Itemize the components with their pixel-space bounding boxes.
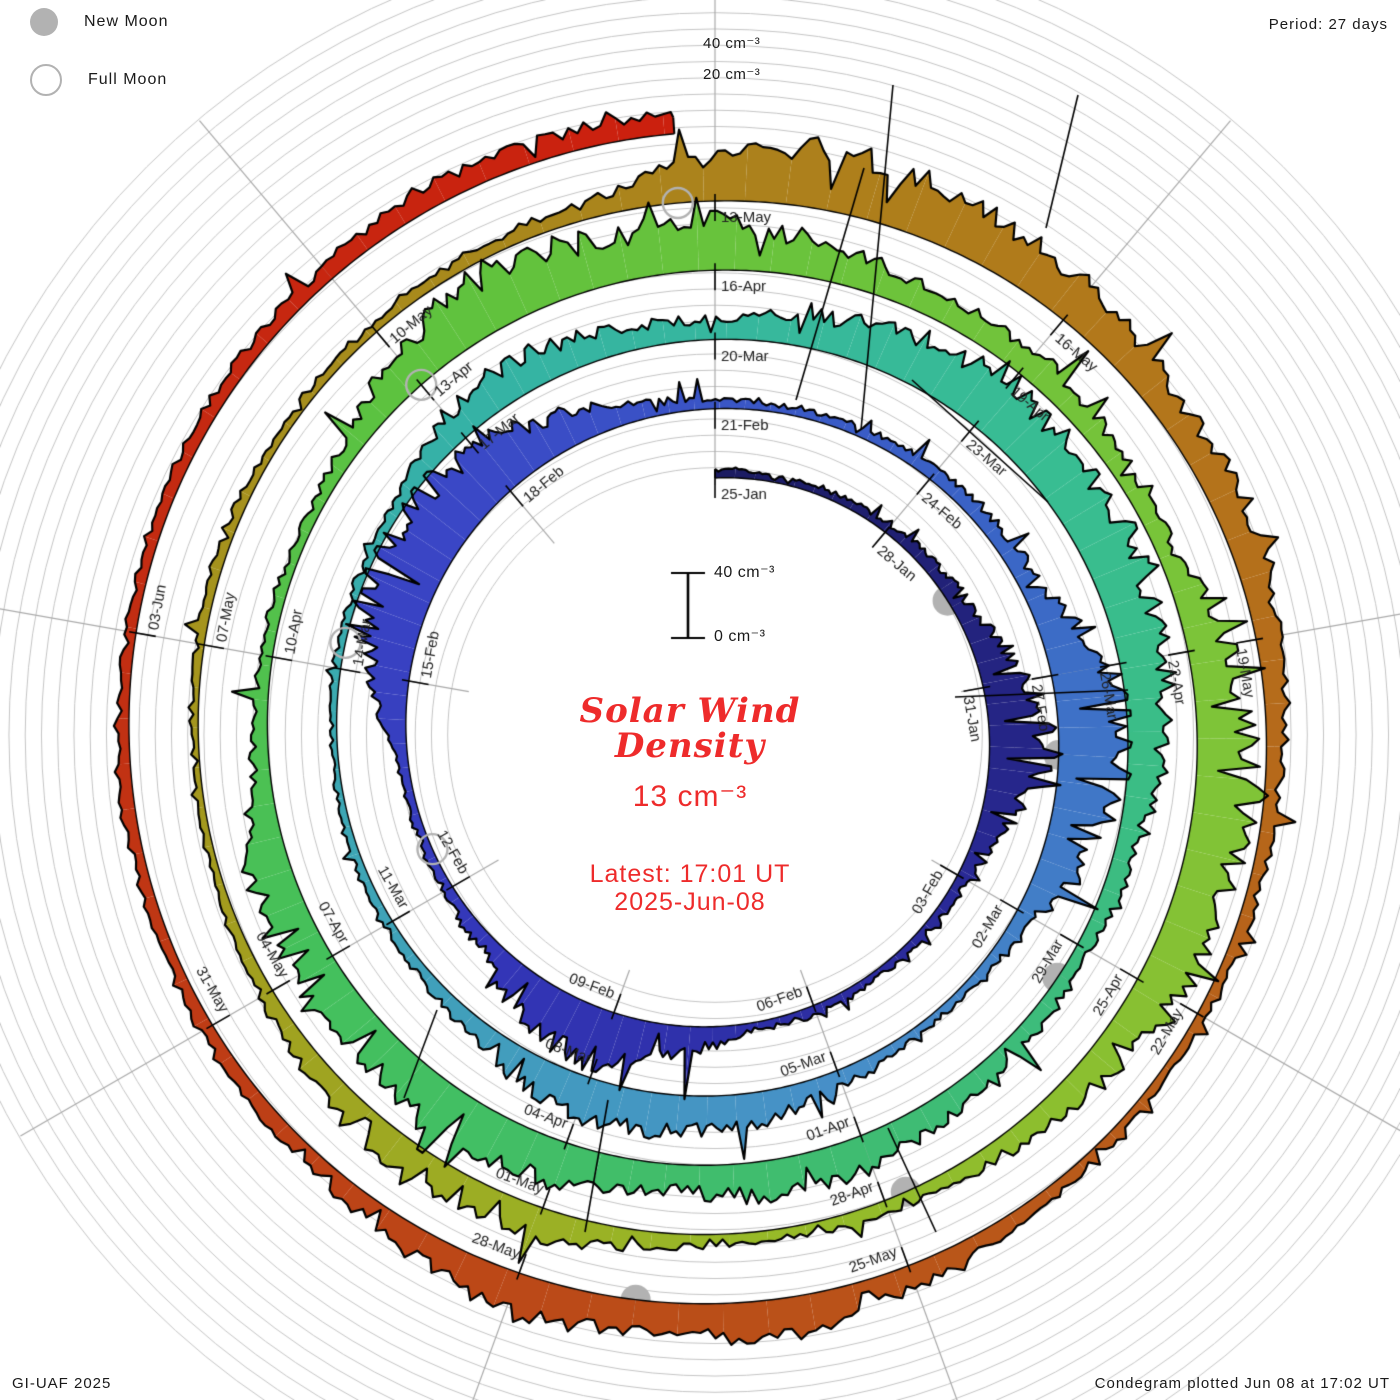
legend-full-moon: Full Moon: [30, 64, 167, 96]
plotted-label: Condegram plotted Jun 08 at 17:02 UT: [1094, 1375, 1390, 1392]
new-moon-icon: [30, 8, 58, 36]
legend-new-moon: New Moon: [30, 8, 168, 36]
current-value: 13 cm⁻³: [632, 780, 748, 813]
latest-readout: Latest: 17:01 UT 2025-Jun-08: [590, 860, 791, 916]
latest-date: 2025-Jun-08: [614, 888, 766, 916]
period-label: Period: 27 days: [1268, 16, 1388, 33]
scale-max-label: 40 cm⁻³: [714, 564, 775, 581]
full-moon-icon: [30, 64, 62, 96]
chart-title-line2: Density: [614, 726, 766, 767]
chart-title-line1: Solar Wind: [579, 691, 801, 731]
scale-min-label: 0 cm⁻³: [714, 628, 766, 645]
chart-title: Solar Wind Density: [579, 691, 801, 767]
ring-label-40: 40 cm⁻³: [703, 35, 761, 52]
ring-label-20: 20 cm⁻³: [703, 66, 761, 83]
latest-time: Latest: 17:01 UT: [589, 860, 791, 888]
new-moon-label: New Moon: [84, 13, 169, 30]
credit-label: GI-UAF 2025: [12, 1375, 112, 1392]
full-moon-label: Full Moon: [88, 71, 168, 88]
